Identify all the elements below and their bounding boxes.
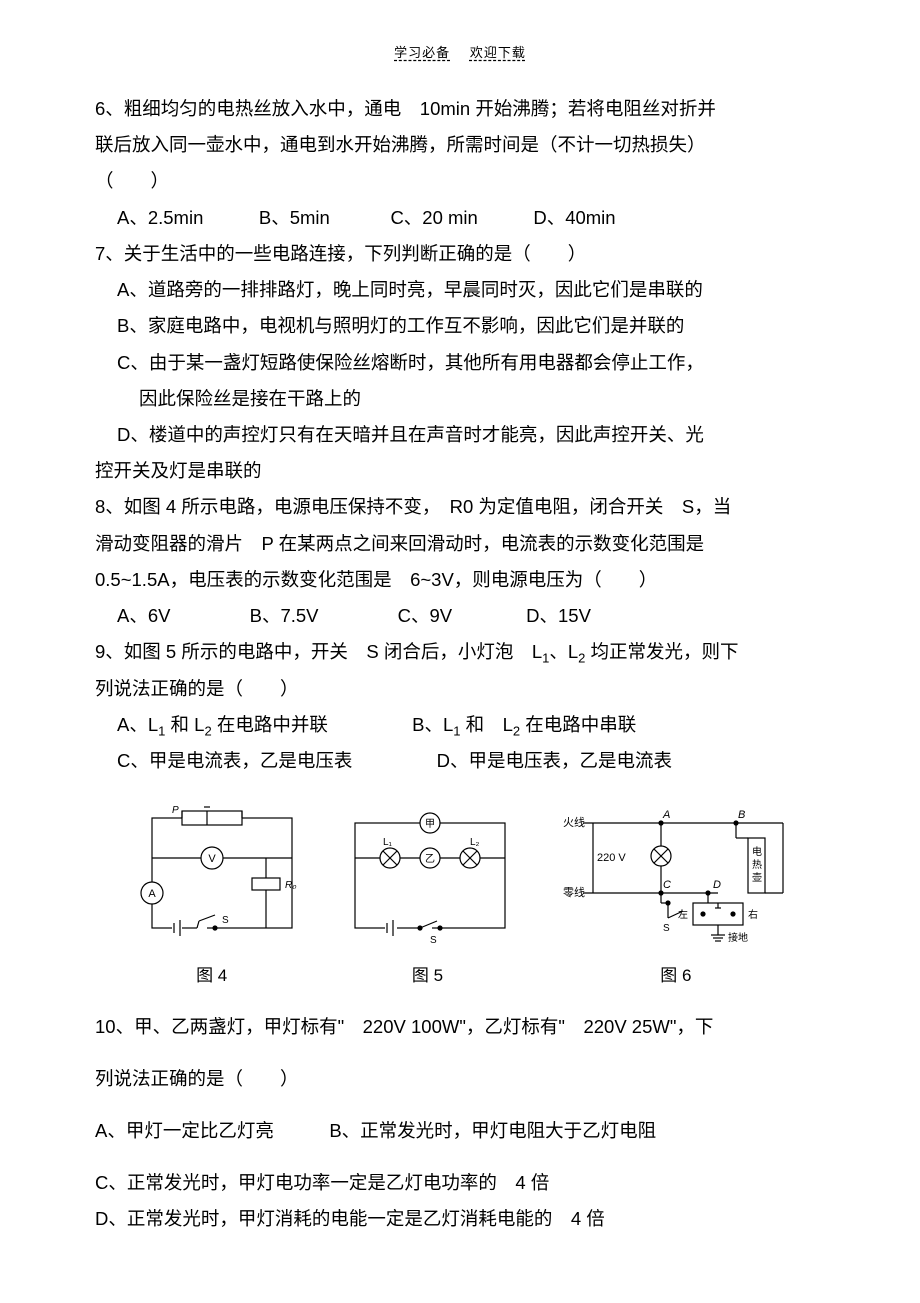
q7-a: A、道路旁的一排排路灯，晚上同时亮，早晨同时灭，因此它们是串联的 — [95, 273, 825, 307]
svg-text:壶: 壶 — [752, 871, 762, 884]
q9-l1a: 9、如图 5 所示的电路中，开关 S 闭合后，小灯泡 L — [95, 641, 542, 662]
q9-l1c: 均正常发光，则下 — [585, 641, 738, 662]
svg-text:A: A — [662, 809, 670, 821]
svg-text:S: S — [222, 915, 229, 926]
svg-text:A: A — [148, 888, 156, 900]
q9-line1: 9、如图 5 所示的电路中，开关 S 闭合后，小灯泡 L1、L2 均正常发光，则… — [95, 635, 825, 669]
circuit-diagram-5: 甲 L₁ 乙 L₂ S — [335, 803, 520, 948]
gap1 — [333, 714, 412, 735]
header-text: 学习必备 欢迎下载 — [394, 45, 526, 60]
q7-c1: C、由于某一盏灯短路使保险丝熔断时，其他所有用电器都会停止工作， — [95, 346, 825, 380]
svg-text:B: B — [738, 809, 745, 821]
q9-c: C、甲是电流表，乙是电压表 — [117, 750, 352, 771]
q6-line1: 6、粗细均匀的电热丝放入水中，通电 10min 开始沸腾；若将电阻丝对折并 — [95, 92, 825, 126]
q10-c: C、正常发光时，甲灯电功率一定是乙灯电功率的 4 倍 — [95, 1166, 825, 1200]
figure-4: V A R₀ S P 图 4 — [122, 803, 302, 991]
q6-line3: （ ） — [95, 164, 825, 198]
q7-d1: D、楼道中的声控灯只有在天暗并且在声音时才能亮，因此声控开关、光 — [95, 418, 825, 452]
svg-text:火线: 火线 — [563, 815, 585, 829]
svg-text:L₁: L₁ — [383, 837, 393, 848]
q8-line1: 8、如图 4 所示电路，电源电压保持不变， R0 为定值电阻，闭合开关 S，当 — [95, 490, 825, 524]
q9-b-post: 在电路中串联 — [520, 714, 636, 735]
q9-b-pre: B、L — [412, 714, 453, 735]
svg-text:P: P — [172, 805, 179, 816]
fig4-label: 图 4 — [122, 960, 302, 991]
figure-6: 火线 A B 零线 220 V C D — [553, 803, 798, 991]
svg-text:S: S — [663, 923, 670, 934]
q9-cd: C、甲是电流表，乙是电压表 D、甲是电压表，乙是电流表 — [95, 744, 825, 778]
q7-d2: 控开关及灯是串联的 — [95, 454, 825, 488]
q9-a-post: 在电路中并联 — [212, 714, 328, 735]
q8-options: A、6V B、7.5V C、9V D、15V — [95, 599, 825, 633]
circuit-diagram-6: 火线 A B 零线 220 V C D — [553, 803, 798, 948]
q9-ab: A、L1 和 L2 在电路中并联 B、L1 和 L2 在电路中串联 — [95, 708, 825, 742]
q9-l1b: 、L — [549, 641, 578, 662]
svg-text:R₀: R₀ — [285, 880, 296, 891]
svg-text:L₂: L₂ — [470, 837, 480, 848]
svg-text:乙: 乙 — [425, 853, 435, 865]
figures-row: V A R₀ S P 图 4 — [95, 803, 825, 991]
svg-text:甲: 甲 — [425, 819, 435, 830]
q7-b: B、家庭电路中，电视机与照明灯的工作互不影响，因此它们是并联的 — [95, 309, 825, 343]
svg-text:V: V — [208, 853, 216, 865]
q10-line2: 列说法正确的是（ ） — [95, 1062, 825, 1096]
svg-text:C: C — [663, 879, 671, 891]
fig5-label: 图 5 — [335, 960, 520, 991]
svg-text:220 V: 220 V — [597, 852, 626, 864]
svg-text:零线: 零线 — [563, 885, 585, 899]
gap2 — [358, 750, 432, 771]
svg-text:左: 左 — [678, 908, 688, 921]
q10-a: A、甲灯一定比乙灯亮 B、正常发光时，甲灯电阻大于乙灯电阻 — [95, 1114, 825, 1148]
q6-line2: 联后放入同一壶水中，通电到水开始沸腾，所需时间是（不计一切热损失） — [95, 128, 825, 162]
header-left: 学习必备 — [394, 45, 465, 60]
q7-c2: 因此保险丝是接在干路上的 — [95, 382, 825, 416]
q9-a-pre: A、L — [117, 714, 158, 735]
svg-text:热: 热 — [752, 858, 762, 871]
header-right: 欢迎下载 — [470, 45, 526, 60]
q9-a-mid: 和 L — [165, 714, 204, 735]
svg-text:接地: 接地 — [728, 931, 748, 944]
fig6-label: 图 6 — [553, 960, 798, 991]
q7-line1: 7、关于生活中的一些电路连接，下列判断正确的是（ ） — [95, 237, 825, 271]
figure-5: 甲 L₁ 乙 L₂ S — [335, 803, 520, 991]
svg-text:S: S — [430, 935, 437, 946]
svg-text:D: D — [713, 879, 721, 891]
content-area: 6、粗细均匀的电热丝放入水中，通电 10min 开始沸腾；若将电阻丝对折并 联后… — [0, 92, 920, 1237]
sub-2b: 2 — [204, 723, 211, 738]
q9-d: D、甲是电压表，乙是电流表 — [437, 750, 672, 771]
q8-line2: 滑动变阻器的滑片 P 在某两点之间来回滑动时，电流表的示数变化范围是 — [95, 527, 825, 561]
q9-b-mid: 和 L — [460, 714, 512, 735]
circuit-diagram-4: V A R₀ S P — [122, 803, 302, 948]
q10-line1: 10、甲、乙两盏灯，甲灯标有" 220V 100W"，乙灯标有" 220V 25… — [95, 1010, 825, 1044]
q8-line3: 0.5~1.5A，电压表的示数变化范围是 6~3V，则电源电压为（ ） — [95, 563, 825, 597]
svg-text:右: 右 — [748, 908, 758, 921]
q10-d: D、正常发光时，甲灯消耗的电能一定是乙灯消耗电能的 4 倍 — [95, 1202, 825, 1236]
q6-options: A、2.5min B、5min C、20 min D、40min — [95, 201, 825, 235]
svg-text:电: 电 — [752, 845, 762, 858]
page-header: 学习必备 欢迎下载 — [0, 0, 920, 92]
q9-line2: 列说法正确的是（ ） — [95, 672, 825, 706]
